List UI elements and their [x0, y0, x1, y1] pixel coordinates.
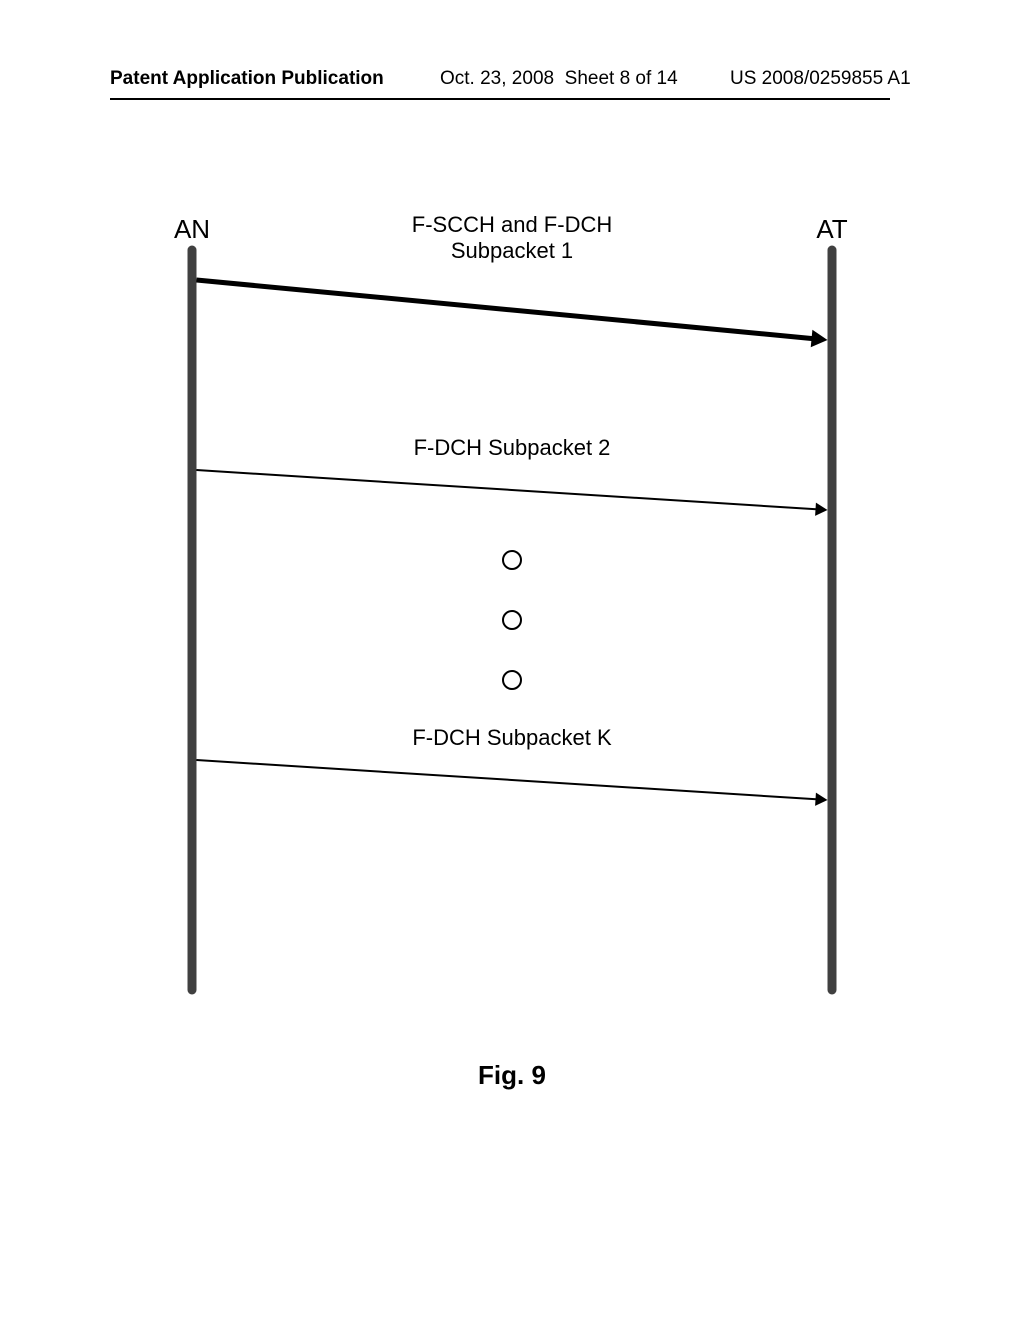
svg-text:F-DCH Subpacket K: F-DCH Subpacket K [412, 725, 612, 750]
svg-text:F-SCCH and F-DCH: F-SCCH and F-DCH [412, 212, 612, 237]
header-publication: Patent Application Publication [110, 68, 384, 90]
svg-text:AN: AN [174, 214, 210, 244]
header-date-sheet: Oct. 23, 2008 Sheet 8 of 14 [440, 68, 678, 90]
sequence-diagram: AN AT F-SCCH and F-DCHSubpacket 1 F-DCH Sub… [150, 200, 874, 1020]
header-date: Oct. 23, 2008 [440, 68, 554, 89]
header-pubnum: US 2008/0259855 A1 [730, 68, 911, 90]
svg-text:F-DCH Subpacket 2: F-DCH Subpacket 2 [414, 435, 611, 460]
page: Patent Application Publication Oct. 23, … [0, 0, 1024, 1320]
svg-text:Subpacket 1: Subpacket 1 [451, 238, 573, 263]
svg-text:AT: AT [816, 214, 847, 244]
figure-caption: Fig. 9 [0, 1060, 1024, 1091]
header-rule [110, 98, 890, 100]
sequence-svg: AN AT F-SCCH and F-DCHSubpacket 1 F-DCH Sub… [150, 200, 874, 1020]
header-sheet: Sheet 8 of 14 [565, 68, 678, 89]
